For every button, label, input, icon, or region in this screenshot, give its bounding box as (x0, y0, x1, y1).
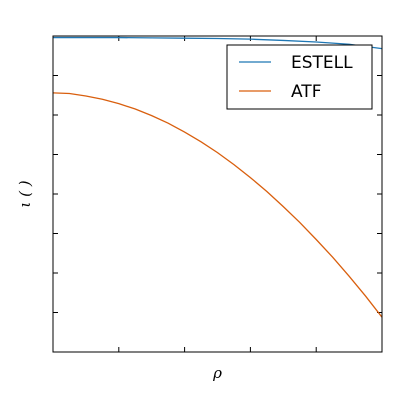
plot-frame (52, 35, 383, 353)
legend-label-estell: ESTELL (291, 53, 353, 73)
series-line-estell (53, 36, 382, 50)
legend-label-atf: ATF (291, 82, 321, 102)
series-line-atf (53, 92, 382, 318)
x-axis-label: ρ (212, 364, 222, 382)
series-lines (53, 36, 382, 318)
axis-ticks (53, 36, 382, 352)
legend-box (226, 44, 373, 110)
legend: ESTELL ATF (226, 44, 373, 110)
y-axis-label: ι ( ) (16, 180, 34, 207)
